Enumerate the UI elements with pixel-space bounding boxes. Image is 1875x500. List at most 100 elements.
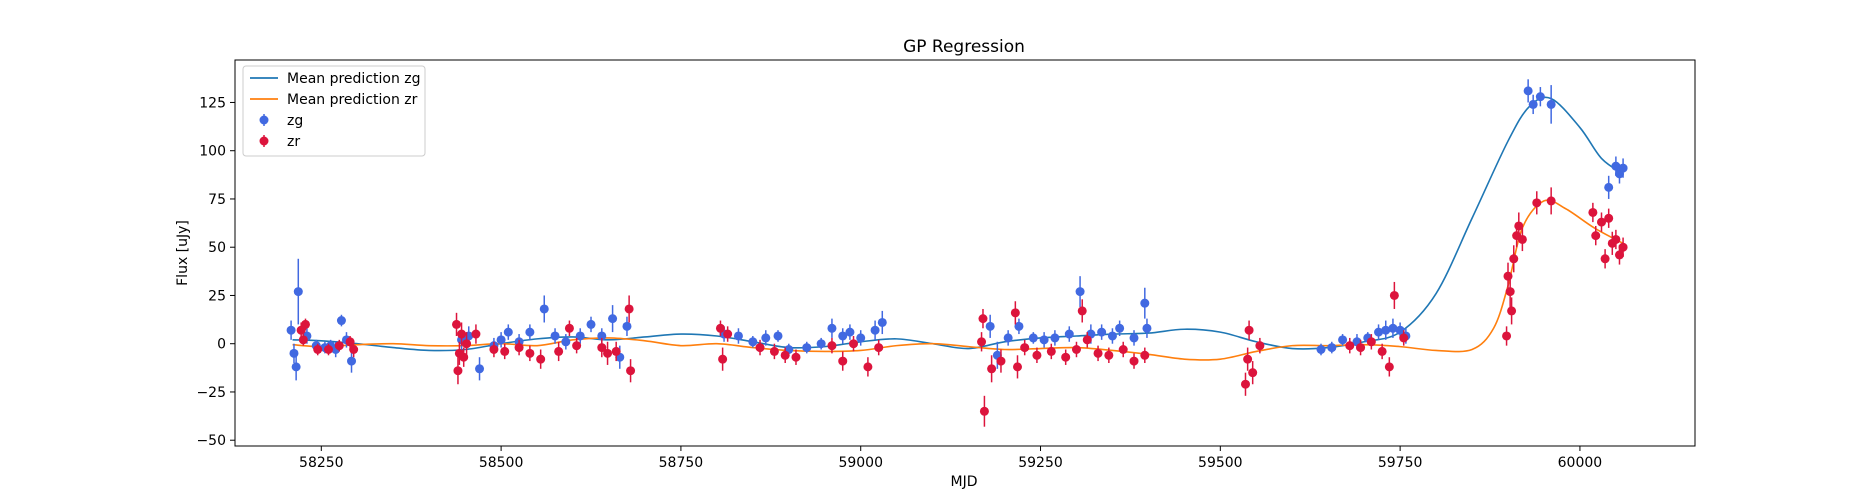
data-point-zr [1505,276,1515,308]
data-marker [550,331,560,341]
data-point-zr [1618,237,1628,257]
data-marker [1129,356,1139,366]
data-point-zr [500,343,510,360]
data-point-zg [1050,330,1060,346]
data-point-zr [1366,334,1376,350]
data-marker [1591,231,1601,241]
legend-item: zr [259,134,300,150]
data-point-zr [554,341,564,362]
data-marker [1075,287,1085,297]
data-point-zr [514,339,524,356]
data-point-zg [1316,343,1326,356]
data-point-zg [870,320,880,340]
data-marker [748,337,758,347]
legend-item: Mean prediction zg [250,71,421,87]
data-point-zg [1064,326,1074,342]
data-point-zg [503,324,513,340]
data-point-zg [1075,276,1085,308]
data-point-zg [838,328,848,344]
data-marker [1129,333,1139,343]
data-point-zr [313,343,323,356]
data-marker [1588,207,1598,217]
data-point-zr [1517,227,1527,252]
data-marker [1093,348,1103,358]
data-marker [453,366,463,376]
data-marker [1384,362,1394,372]
data-point-zr [1546,187,1556,215]
legend-item: Mean prediction zr [250,92,418,108]
points-layer [286,79,1628,427]
data-marker [1600,254,1610,264]
data-marker [802,343,812,353]
data-marker [597,343,607,353]
data-point-zg [575,328,585,344]
data-point-zg [985,314,995,338]
data-point-zg [608,305,618,333]
data-marker [715,323,725,333]
data-point-zg [877,310,887,335]
data-point-zr [715,320,725,336]
data-point-zr [298,334,308,346]
y-tick-label: 0 [217,337,226,353]
y-tick-label: 50 [208,240,226,256]
data-point-zr [1377,343,1387,360]
data-marker [489,345,499,354]
data-marker [496,335,506,345]
data-marker [289,348,299,358]
data-marker [349,345,359,354]
data-marker [755,343,765,353]
data-marker [849,339,859,349]
x-tick-label: 58500 [479,455,524,471]
data-marker [1503,271,1513,281]
data-point-zg [1618,158,1628,178]
data-marker [1507,306,1517,316]
data-point-zr [769,343,779,360]
data-point-zg [1388,318,1398,338]
data-point-zr [977,332,987,352]
data-point-zr [572,337,582,354]
data-marker [1546,196,1556,206]
data-marker [1389,290,1399,300]
data-point-zg [1107,328,1117,344]
data-marker [987,364,997,374]
data-point-zg [586,316,596,333]
legend-item: zg [259,113,303,129]
data-point-zg [1381,320,1391,340]
data-marker [608,314,618,324]
data-marker [514,343,524,353]
data-marker [1509,254,1519,264]
data-point-zg [1028,332,1038,344]
data-marker [1523,86,1533,96]
data-marker [1614,250,1624,260]
data-point-zr [1104,347,1114,364]
data-point-zr [987,355,997,383]
y-axis-label: Flux [uJy] [175,220,191,286]
data-marker [347,356,357,366]
data-marker [554,346,564,356]
data-point-zg [1523,79,1533,103]
data-marker [780,350,790,360]
data-point-zg [1129,330,1139,346]
data-marker [475,364,485,374]
data-point-zr [1255,337,1265,354]
data-marker [870,325,880,335]
data-point-zg [773,330,783,342]
data-marker [1597,217,1607,227]
data-point-zr [780,347,790,364]
data-point-zr [1600,249,1610,269]
data-point-zr [1013,355,1023,379]
data-point-zg [1374,324,1384,340]
data-marker [611,346,621,356]
data-point-zr [1389,281,1399,309]
data-marker [624,304,634,314]
y-tick-label: 25 [208,288,226,304]
data-marker [1010,308,1020,318]
data-marker [769,346,779,356]
data-marker [838,331,848,341]
data-point-zr [1591,225,1601,246]
data-point-zr [718,347,728,371]
data-point-zr [1345,337,1355,354]
data-point-zr [1399,330,1409,346]
data-marker [1028,333,1038,343]
data-point-zr [323,343,333,356]
